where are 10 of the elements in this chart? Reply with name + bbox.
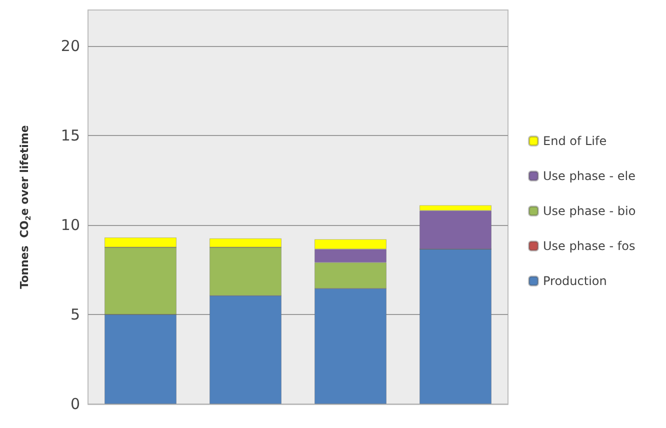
y-tick-label: 15 <box>60 126 80 144</box>
legend-label: Use phase - ele <box>543 169 636 183</box>
y-tick-label: 5 <box>70 305 80 324</box>
legend-label: Use phase - bio <box>543 204 636 218</box>
y-tick-label: 20 <box>60 36 80 55</box>
legend-label: Use phase - fos <box>543 239 636 253</box>
y-tick-label: 10 <box>60 216 80 234</box>
y-tick-label: 0 <box>70 395 80 413</box>
legend-label: Production <box>543 274 607 288</box>
legend-label: End of Life <box>543 134 607 148</box>
